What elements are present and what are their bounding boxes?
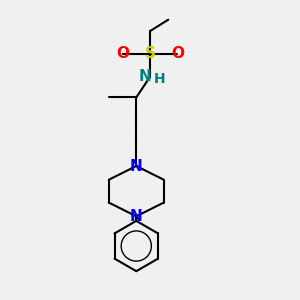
Text: O: O [116, 46, 129, 62]
Text: O: O [171, 46, 184, 62]
Text: N: N [139, 69, 152, 84]
Text: S: S [145, 46, 155, 62]
Text: N: N [130, 158, 143, 173]
Text: H: H [153, 72, 165, 86]
Text: N: N [130, 209, 143, 224]
